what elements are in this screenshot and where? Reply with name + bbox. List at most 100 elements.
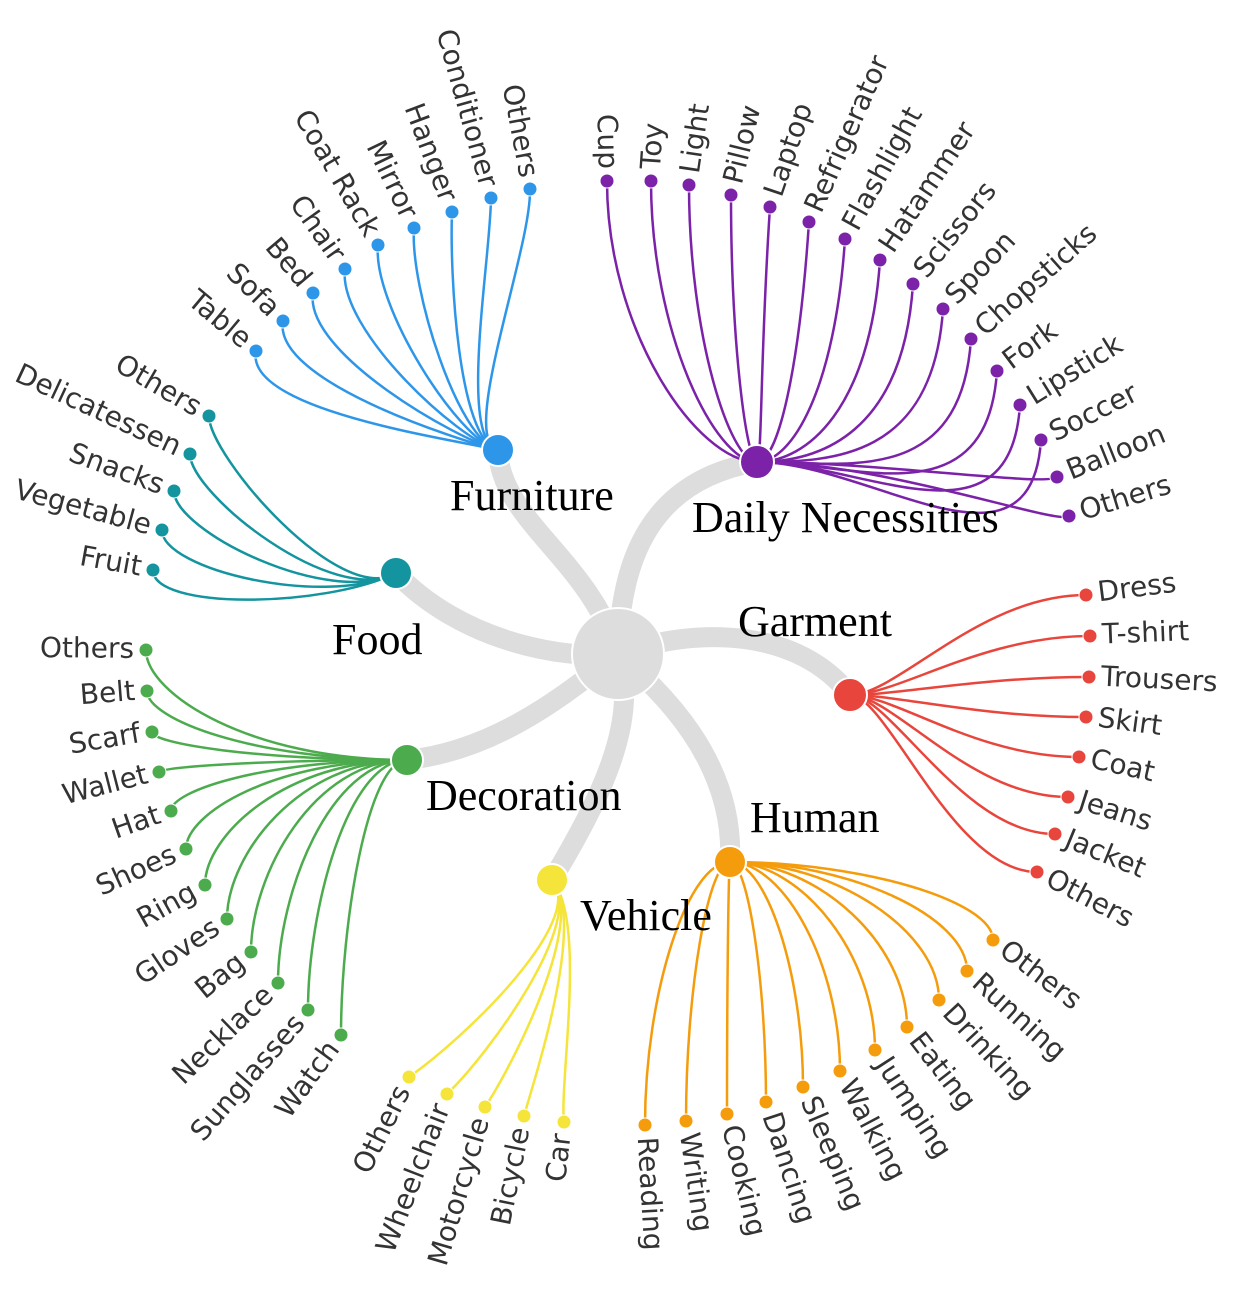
leaf-label-garment-1: T-shirt (1100, 614, 1189, 650)
category-label-decoration: Decoration (426, 771, 621, 820)
branch-food-4 (151, 569, 397, 601)
branch-furniture-0 (254, 350, 499, 452)
branch-daily-necessities-8 (756, 283, 915, 464)
branch-garment-7 (849, 693, 1038, 874)
leaf-node-decoration-10 (300, 1002, 316, 1018)
leaf-label-garment-4: Coat (1087, 742, 1157, 788)
leaf-label-human-9: Writing (673, 1130, 720, 1234)
leaf-node-decoration-4 (163, 803, 179, 819)
leaf-node-daily-necessities-5 (801, 214, 817, 230)
branch-decoration-0 (144, 649, 408, 762)
branch-furniture-1 (281, 320, 499, 452)
branch-daily-necessities-6 (756, 238, 847, 464)
branch-vehicle-4 (408, 879, 560, 1079)
branch-daily-necessities-15 (756, 460, 1070, 519)
category-label-furniture: Furniture (450, 471, 614, 520)
leaf-label-decoration-4: Hat (107, 798, 164, 845)
leaf-label-daily-necessities-0: Cup (590, 114, 624, 170)
leaf-node-garment-5 (1060, 789, 1076, 805)
branch-decoration-7 (225, 758, 408, 920)
leaf-node-garment-0 (1078, 587, 1094, 603)
branch-daily-necessities-2 (687, 184, 758, 464)
leaf-node-garment-1 (1082, 628, 1098, 644)
leaf-node-daily-necessities-9 (935, 301, 951, 317)
leaf-node-human-7 (758, 1094, 774, 1110)
leaf-node-decoration-11 (333, 1027, 349, 1043)
leaf-label-vehicle-1: Bicycle (484, 1124, 536, 1228)
leaf-node-human-1 (959, 963, 975, 979)
leaf-label-decoration-2: Scarf (66, 716, 143, 761)
leaf-node-vehicle-0 (556, 1114, 572, 1130)
leaf-node-decoration-1 (139, 683, 155, 699)
branch-decoration-11 (339, 758, 408, 1036)
category-node-decoration (390, 743, 424, 777)
leaf-label-daily-necessities-3: Pillow (716, 102, 767, 187)
branch-human-10 (643, 860, 731, 1126)
branch-decoration-2 (150, 731, 408, 762)
branch-furniture-6 (450, 211, 499, 452)
leaf-node-furniture-4 (370, 237, 386, 253)
branch-human-4 (729, 860, 877, 1051)
category-node-human (713, 845, 747, 879)
leaf-node-human-0 (985, 932, 1001, 948)
branch-human-2 (729, 860, 941, 1001)
leaf-node-vehicle-2 (477, 1099, 493, 1115)
branch-human-5 (729, 860, 842, 1072)
leaf-node-daily-necessities-10 (963, 331, 979, 347)
leaf-node-human-8 (719, 1106, 735, 1122)
leaf-node-decoration-5 (178, 841, 194, 857)
node-layer (138, 173, 1098, 1133)
leaf-node-daily-necessities-12 (1012, 397, 1028, 413)
leaf-node-furniture-5 (406, 220, 422, 236)
branch-daily-necessities-1 (649, 180, 758, 464)
branch-human-6 (729, 860, 805, 1088)
leaf-node-daily-necessities-15 (1061, 508, 1077, 524)
leaf-node-daily-necessities-13 (1033, 432, 1049, 448)
leaf-node-decoration-0 (138, 642, 154, 658)
branch-decoration-6 (203, 758, 408, 886)
branch-decoration-8 (249, 758, 408, 953)
leaf-node-daily-necessities-4 (762, 199, 778, 215)
leaf-label-decoration-1: Belt (79, 674, 137, 711)
leaf-node-furniture-0 (248, 343, 264, 359)
branch-layer (144, 180, 1091, 1126)
category-node-vehicle (535, 863, 569, 897)
branch-food-1 (188, 453, 397, 581)
branch-furniture-4 (376, 244, 499, 452)
branch-furniture-8 (484, 188, 532, 452)
branch-daily-necessities-7 (756, 259, 882, 464)
category-label-garment: Garment (738, 597, 892, 646)
branch-garment-5 (849, 693, 1069, 799)
branch-food-3 (160, 529, 397, 588)
leaf-node-daily-necessities-0 (599, 173, 615, 189)
leaf-node-furniture-8 (522, 181, 538, 197)
leaf-node-daily-necessities-14 (1049, 469, 1065, 485)
leaf-node-furniture-1 (275, 313, 291, 329)
category-label-human: Human (750, 793, 880, 842)
leaf-label-food-4: Fruit (77, 539, 144, 582)
category-label-vehicle: Vehicle (580, 891, 712, 940)
leaf-node-decoration-6 (197, 877, 213, 893)
leaf-node-vehicle-1 (516, 1108, 532, 1124)
leaf-node-decoration-7 (219, 911, 235, 927)
leaf-node-daily-necessities-2 (681, 177, 697, 193)
leaf-node-garment-6 (1047, 826, 1063, 842)
leaf-label-furniture-8: Others (496, 81, 546, 180)
leaf-node-garment-4 (1071, 749, 1087, 765)
branch-garment-2 (849, 675, 1090, 697)
leaf-node-daily-necessities-8 (905, 276, 921, 292)
leaf-node-vehicle-4 (401, 1069, 417, 1085)
leaf-label-decoration-0: Others (40, 631, 134, 665)
leaf-node-decoration-3 (151, 764, 167, 780)
leaf-label-daily-necessities-1: Toy (634, 122, 670, 171)
leaf-node-decoration-9 (270, 975, 286, 991)
branch-daily-necessities-13 (756, 439, 1043, 515)
leaf-node-furniture-3 (337, 261, 353, 277)
category-label-food: Food (332, 615, 422, 664)
branch-furniture-3 (343, 268, 499, 452)
branch-furniture-7 (476, 197, 499, 452)
leaf-node-furniture-2 (305, 285, 321, 301)
leaf-node-furniture-6 (444, 204, 460, 220)
branch-furniture-5 (412, 227, 499, 452)
leaf-node-food-1 (182, 446, 198, 462)
